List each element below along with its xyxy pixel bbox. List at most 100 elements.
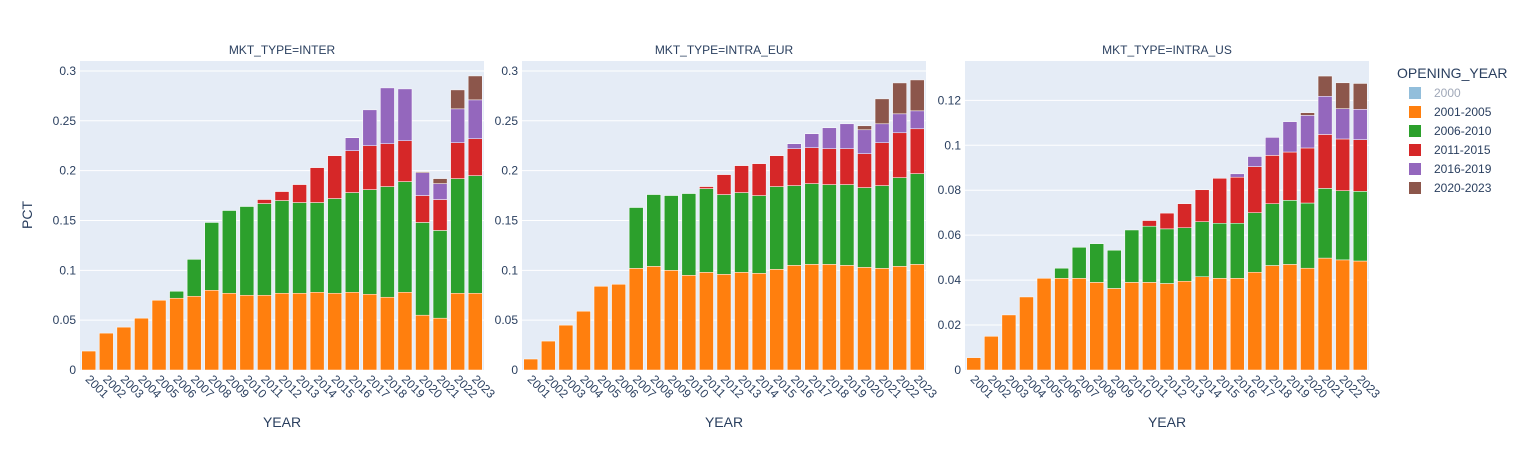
bar-segment: [222, 293, 237, 371]
bar-segment: [1212, 278, 1227, 371]
bar-segment: [857, 267, 872, 371]
bar-segment: [822, 127, 837, 149]
y-tick-label: 0.15: [53, 213, 77, 227]
bar-segment: [274, 293, 290, 371]
bar-segment: [786, 148, 802, 186]
bar-segment: [257, 294, 272, 371]
facet-panel-2: 0 0.05 0.1 0.15 0.2 0.25 0.3 MKT_TYPE=INTRA_EUR…: [495, 43, 940, 430]
bar-segment: [467, 75, 483, 101]
bar-segment: [1229, 223, 1245, 279]
bar-segment: [523, 358, 539, 371]
bar-segment: [134, 317, 149, 371]
legend-swatch: [1409, 182, 1421, 194]
bar-segment: [716, 194, 732, 275]
bar-segment: [397, 88, 413, 141]
bar-segment: [804, 147, 820, 184]
bar-segment: [1177, 227, 1192, 282]
bar-segment: [432, 317, 448, 371]
bar-segment: [380, 296, 395, 371]
bar-segment: [1142, 282, 1157, 371]
bar-segment: [1335, 138, 1350, 191]
bar-segment: [1177, 280, 1192, 371]
bar-segment: [186, 295, 202, 371]
bar-segment: [716, 174, 732, 195]
y-tick-label: 0.3: [59, 64, 76, 78]
y-tick-label: 0.06: [938, 228, 962, 242]
legend-item-2020-2023[interactable]: 2020-2023: [1409, 181, 1492, 195]
facet-panel-1: 00.050.10.150.20.250.3MKT_TYPE=INTER2001…: [53, 43, 498, 430]
legend-swatch: [1409, 144, 1421, 156]
bar-segment: [558, 324, 574, 371]
bar-segment: [839, 148, 855, 185]
bar-segment: [1212, 223, 1227, 279]
bar-segment: [1352, 260, 1368, 371]
bar-segment: [204, 290, 220, 371]
bar-segment: [1317, 96, 1333, 135]
bar-segment: [1300, 202, 1315, 269]
y-tick-label: 0.08: [938, 183, 962, 197]
bar-segment: [450, 142, 465, 179]
x-axis-title: YEAR: [1148, 414, 1186, 430]
bar-segment: [1335, 259, 1350, 371]
bar-segment: [327, 198, 342, 294]
legend-items: 2000 2001-2005 2006-2010 2011-2015 2016-2019…: [1409, 86, 1492, 195]
legend-item-2001-2005[interactable]: 2001-2005: [1409, 105, 1492, 119]
legend-item-2000[interactable]: 2000: [1409, 86, 1461, 100]
bar-segment: [734, 272, 749, 371]
bar-segment: [541, 340, 556, 371]
bar-segment: [892, 82, 907, 115]
legend-swatch: [1409, 87, 1421, 99]
legend-item-2016-2019[interactable]: 2016-2019: [1409, 162, 1492, 176]
bar-segment: [664, 270, 679, 371]
legend-swatch: [1409, 163, 1421, 175]
bar-segment: [467, 175, 483, 294]
bar-segment: [1212, 178, 1227, 224]
bar-segment: [1317, 188, 1333, 259]
bar-segment: [467, 99, 483, 139]
bar-segment: [1159, 228, 1175, 284]
bar-segment: [432, 230, 448, 319]
legend-item-2006-2010[interactable]: 2006-2010: [1409, 124, 1492, 138]
bar-segment: [1352, 139, 1368, 192]
bar-segment: [839, 184, 855, 266]
bar-segment: [169, 297, 184, 371]
y-tick-label: 0: [69, 363, 76, 377]
bar-segment: [699, 186, 714, 189]
bar-segment: [857, 129, 872, 154]
bar-segment: [857, 153, 872, 188]
bar-segment: [1229, 176, 1245, 224]
bar-segment: [1282, 200, 1298, 265]
y-tick-label: 0.05: [495, 313, 519, 327]
bar-segment: [1300, 147, 1315, 204]
bar-segment: [362, 294, 378, 371]
facet-title: MKT_TYPE=INTRA_US: [1102, 43, 1232, 57]
bar-segment: [380, 87, 395, 144]
bar-segment: [804, 183, 820, 265]
bar-segment: [628, 268, 644, 371]
bar-segment: [751, 273, 767, 371]
legend-item-2011-2015[interactable]: 2011-2015: [1409, 143, 1491, 157]
y-tick-label: 0.2: [59, 164, 76, 178]
bar-segment: [892, 177, 907, 267]
bar-segment: [239, 206, 255, 296]
bar-segment: [1071, 247, 1087, 279]
y-tick-label: 0.3: [501, 64, 518, 78]
bar-segment: [1001, 314, 1017, 371]
bar-segment: [257, 199, 272, 204]
legend-label: 2020-2023: [1434, 181, 1492, 195]
y-tick-label: 0.05: [53, 313, 77, 327]
bar-segment: [1247, 212, 1263, 273]
bar-segment: [1054, 267, 1069, 279]
bar-segment: [1317, 257, 1333, 371]
bar-segment: [857, 187, 872, 268]
legend-swatch: [1409, 125, 1421, 137]
bar-segment: [81, 350, 97, 371]
bar-segment: [1194, 221, 1210, 277]
bar-segment: [380, 186, 395, 298]
bar-segment: [309, 202, 325, 293]
legend-swatch: [1409, 106, 1421, 118]
y-tick-label: 0.1: [501, 263, 518, 277]
legend-label: 2011-2015: [1434, 143, 1491, 157]
bar-segment: [151, 299, 167, 371]
bar-segment: [432, 199, 448, 231]
